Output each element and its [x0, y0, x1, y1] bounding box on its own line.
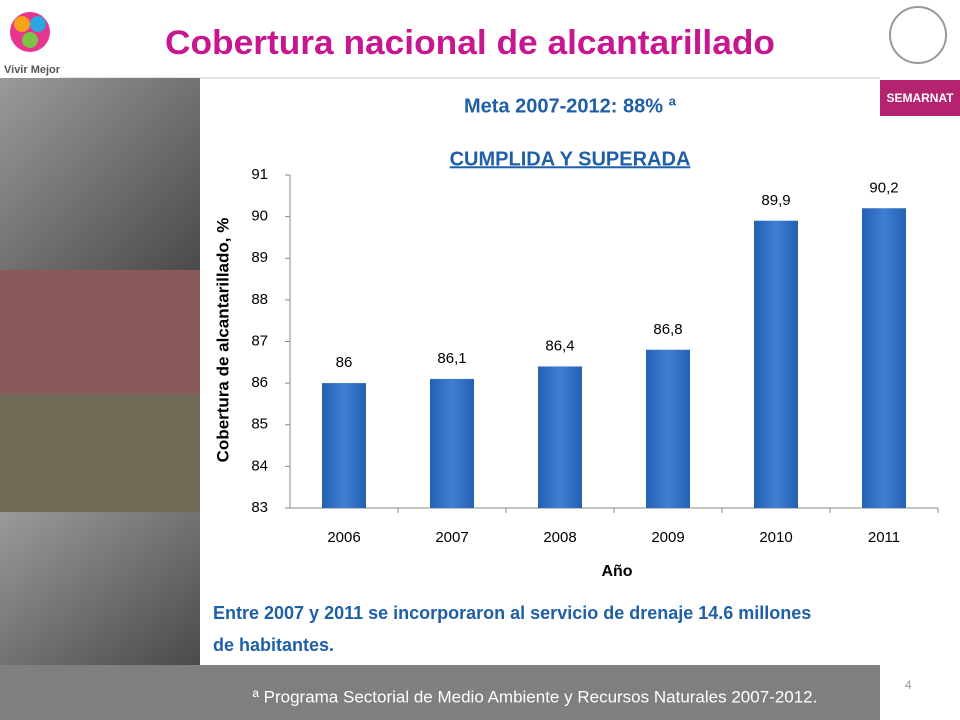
value-label: 89,9 — [761, 192, 790, 209]
note-line: de habitantes. — [213, 635, 334, 655]
y-tick-label: 85 — [251, 416, 268, 433]
badge-text: SEMARNAT — [886, 91, 954, 105]
y-tick-label: 84 — [251, 457, 268, 474]
value-label: 90,2 — [869, 179, 898, 196]
bar-shine — [646, 349, 690, 508]
header — [0, 0, 880, 78]
y-tick-label: 88 — [251, 291, 268, 308]
seal — [889, 6, 947, 64]
x-axis-title: Año — [601, 563, 632, 580]
bar-shine — [754, 220, 798, 508]
page-number: 4 — [905, 678, 912, 692]
y-tick-label: 83 — [251, 499, 268, 516]
y-tick-label: 91 — [251, 166, 268, 183]
bar-shine — [430, 378, 474, 508]
value-label: 86 — [336, 354, 353, 371]
y-tick-label: 90 — [251, 208, 268, 225]
bar-shine — [862, 208, 906, 509]
footnote: ª Programa Sectorial de Medio Ambiente y… — [253, 687, 818, 706]
x-tick-label: 2006 — [327, 529, 360, 546]
footer — [0, 665, 880, 720]
logo-text: Vivir Mejor — [4, 64, 61, 76]
value-label: 86,4 — [545, 337, 574, 354]
y-tick-label: 89 — [251, 249, 268, 266]
y-tick-label: 87 — [251, 332, 268, 349]
status: CUMPLIDA Y SUPERADA — [450, 148, 691, 170]
x-tick-label: 2007 — [435, 529, 468, 546]
bar-shine — [538, 366, 582, 508]
slide-title: Cobertura nacional de alcantarillado — [165, 24, 775, 62]
x-tick-label: 2011 — [868, 529, 900, 546]
logo: Vivir Mejor — [4, 12, 61, 76]
value-label: 86,1 — [437, 350, 466, 367]
photos — [0, 78, 200, 665]
badge — [880, 80, 960, 116]
bar-shine — [322, 383, 366, 508]
x-tick-label: 2010 — [759, 529, 792, 546]
goal: Meta 2007-2012: 88% ª — [464, 95, 677, 117]
y-tick-label: 86 — [251, 374, 268, 391]
y-axis-title: Cobertura de alcantarillado, % — [213, 218, 232, 463]
x-tick-label: 2008 — [543, 529, 576, 546]
x-tick-label: 2009 — [651, 529, 684, 546]
note-line: Entre 2007 y 2011 se incorporaron al ser… — [213, 603, 811, 623]
value-label: 86,8 — [653, 321, 682, 338]
